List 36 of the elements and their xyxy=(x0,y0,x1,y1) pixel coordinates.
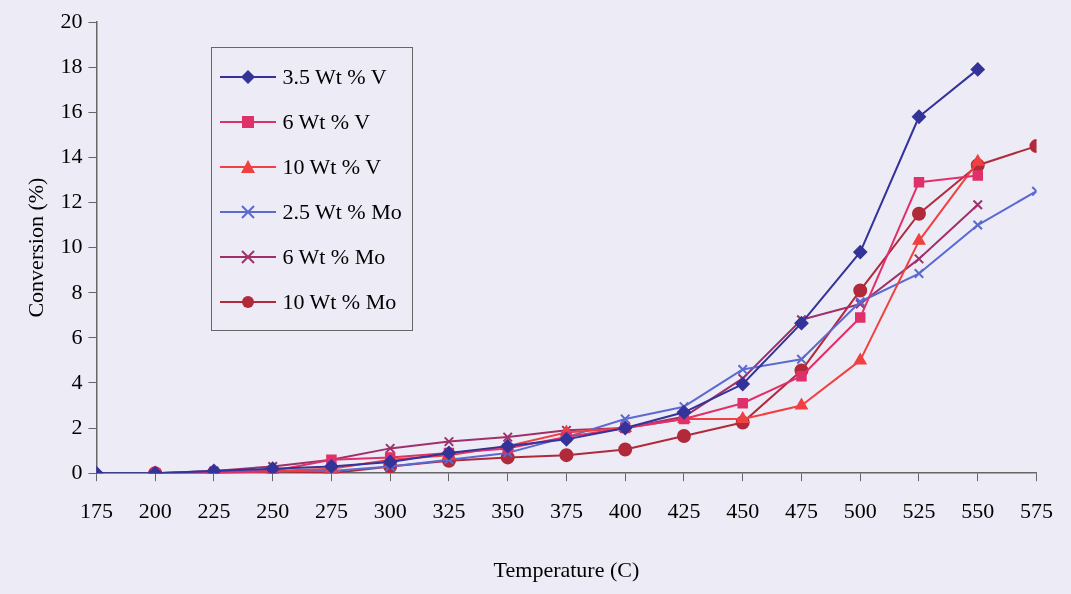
x-tick-label: 500 xyxy=(843,498,877,524)
x-tick-label: 450 xyxy=(726,498,760,524)
y-tick-label: 4 xyxy=(71,368,83,394)
x-tick-label: 300 xyxy=(373,498,407,524)
x-tick-label: 425 xyxy=(667,498,701,524)
x-tick-label: 200 xyxy=(138,498,172,524)
x-tick-label: 550 xyxy=(961,498,995,524)
x-tick-label: 400 xyxy=(608,498,642,524)
x-tick-label: 525 xyxy=(902,498,936,524)
y-tick-label: 16 xyxy=(60,98,83,124)
x-tick-label: 350 xyxy=(491,498,525,524)
x-tick-label: 275 xyxy=(314,498,348,524)
legend-label: 6 Wt % Mo xyxy=(282,243,386,270)
y-axis-title: Conversion (%) xyxy=(22,177,48,318)
x-tick-label: 475 xyxy=(784,498,818,524)
legend-label: 10 Wt % V xyxy=(282,153,382,180)
x-tick-label: 250 xyxy=(256,498,290,524)
legend-label: 10 Wt % Mo xyxy=(282,288,397,315)
y-tick-label: 8 xyxy=(71,278,83,304)
y-tick-label: 6 xyxy=(71,323,83,349)
legend-label: 3.5 Wt % V xyxy=(282,63,387,90)
x-axis-title: Temperature (C) xyxy=(493,556,640,582)
y-tick-label: 14 xyxy=(60,143,83,169)
y-tick-label: 18 xyxy=(60,52,83,78)
x-tick-label: 575 xyxy=(1020,498,1053,524)
x-tick-label: 325 xyxy=(432,498,466,524)
y-tick-label: 12 xyxy=(60,188,83,214)
legend-label: 6 Wt % V xyxy=(282,108,371,135)
x-tick-label: 375 xyxy=(549,498,583,524)
legend-label: 2.5 Wt % Mo xyxy=(282,198,402,225)
x-tick-label: 225 xyxy=(197,498,231,524)
y-tick-label: 20 xyxy=(60,7,83,33)
y-tick-label: 0 xyxy=(71,458,83,484)
y-tick-label: 2 xyxy=(71,413,83,439)
y-tick-label: 10 xyxy=(60,233,83,259)
x-tick-label: 175 xyxy=(79,498,113,524)
